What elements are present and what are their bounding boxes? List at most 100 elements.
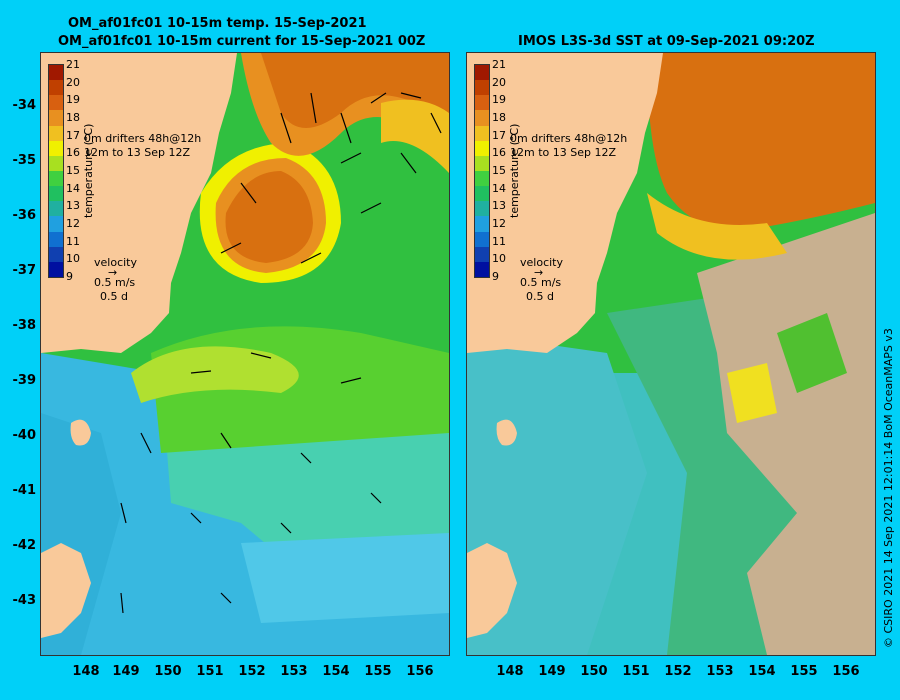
- colorbar-label: 19: [66, 93, 80, 107]
- lon-tick: 150: [580, 664, 608, 679]
- colorbar-segment: [49, 246, 63, 262]
- colorbar-label: 10: [66, 252, 80, 266]
- lon-tick: 156: [832, 664, 860, 679]
- colorbar-segment: [49, 186, 63, 202]
- lon-tick: 152: [664, 664, 692, 679]
- colorbar-label: 20: [492, 75, 506, 89]
- colorbar-label: 14: [492, 181, 506, 195]
- colorbar-segment: [475, 261, 489, 277]
- lat-tick: -36: [12, 208, 37, 223]
- velocity-legend-speed: 0.5 m/s: [94, 276, 136, 289]
- colorbar-label: 12: [66, 217, 80, 230]
- left-title-line2: OM_af01fc01 10-15m current for 15-Sep-20…: [58, 34, 426, 49]
- colorbar-segment: [475, 246, 489, 262]
- credit-text: © CSIRO 2021 14 Sep 2021 12:01:14 BoM Oc…: [882, 328, 895, 648]
- lon-tick: 152: [238, 664, 266, 679]
- lon-tick: 149: [538, 664, 566, 679]
- colorbar-label: 17: [492, 128, 506, 142]
- colorbar-segment: [475, 125, 489, 141]
- colorbar-label: 11: [492, 234, 506, 248]
- lat-tick: -39: [12, 373, 37, 388]
- left-title-line1: OM_af01fc01 10-15m temp. 15-Sep-2021: [68, 16, 367, 31]
- velocity-legend-time: 0.5 d: [100, 290, 128, 303]
- lon-tick: 154: [748, 664, 776, 679]
- drifters-legend-line1: 0m drifters 48h@12h: [84, 132, 202, 145]
- colorbar-segment: [49, 231, 63, 247]
- colorbar-segment: [475, 201, 489, 217]
- colorbar-label: 14: [66, 181, 80, 195]
- colorbar-segment: [475, 155, 489, 171]
- lat-tick: -38: [12, 318, 37, 333]
- colorbar-segment: [475, 95, 489, 111]
- lon-tick: 156: [406, 664, 434, 679]
- velocity-arrow-icon: →: [108, 266, 118, 279]
- colorbar-segment: [49, 95, 63, 111]
- velocity-legend-speed-right: 0.5 m/s: [520, 276, 562, 289]
- colorbar-label: 12: [492, 217, 506, 230]
- lon-tick: 154: [322, 664, 350, 679]
- lon-tick: 149: [112, 664, 140, 679]
- colorbar-label: 11: [66, 234, 80, 248]
- velocity-arrow-icon-right: →: [534, 266, 544, 279]
- colorbar-label: 13: [66, 199, 80, 213]
- colorbar-segment: [475, 231, 489, 247]
- colorbar-label: 17: [66, 128, 80, 142]
- left-temperature-map: [41, 53, 449, 655]
- lat-tick: -41: [12, 483, 37, 498]
- colorbar-label: 18: [66, 111, 80, 124]
- lon-tick: 155: [790, 664, 818, 679]
- velocity-legend-time-right: 0.5 d: [526, 290, 554, 303]
- colorbar-segment: [475, 110, 489, 126]
- lat-tick: -42: [12, 538, 37, 553]
- right-sst-map: [467, 53, 875, 655]
- colorbar-segment: [49, 65, 63, 81]
- velocity-legend-title-right: velocity: [520, 256, 563, 269]
- colorbar-label: 16: [492, 146, 506, 160]
- lat-tick: -35: [12, 153, 37, 168]
- colorbar-segment: [49, 201, 63, 217]
- left-map-panel: [40, 52, 450, 656]
- right-title: IMOS L3S-3d SST at 09-Sep-2021 09:20Z: [518, 34, 815, 49]
- colorbar-segment: [475, 65, 489, 81]
- lon-tick: 150: [154, 664, 182, 679]
- colorbar-label: 16: [66, 146, 80, 160]
- colorbar-label: 10: [492, 252, 506, 266]
- lat-tick: -37: [12, 263, 37, 278]
- lon-tick: 148: [72, 664, 100, 679]
- colorbar-segment: [49, 125, 63, 141]
- lon-tick: 153: [706, 664, 734, 679]
- colorbar-label: 9: [66, 270, 73, 283]
- colorbar-segment: [49, 216, 63, 232]
- colorbar-label: 18: [492, 111, 506, 124]
- colorbar-segment: [49, 110, 63, 126]
- lon-tick: 151: [196, 664, 224, 679]
- colorbar-segment: [49, 140, 63, 156]
- colorbar-label: 21: [492, 58, 506, 71]
- colorbar-right: [474, 64, 490, 278]
- lat-tick: -40: [12, 428, 37, 443]
- drifters-legend-line2-right: 12m to 13 Sep 12Z: [510, 146, 617, 159]
- colorbar-label: 20: [66, 75, 80, 89]
- colorbar-segment: [475, 216, 489, 232]
- lon-tick: 155: [364, 664, 392, 679]
- colorbar-segment: [475, 80, 489, 96]
- colorbar-segment: [49, 170, 63, 187]
- lat-tick: -34: [12, 98, 37, 113]
- colorbar-segment: [49, 261, 63, 277]
- colorbar-label: 15: [492, 164, 506, 177]
- lon-tick: 148: [496, 664, 524, 679]
- right-map-panel: [466, 52, 876, 656]
- lat-tick: -43: [12, 593, 37, 608]
- colorbar-label: 13: [492, 199, 506, 213]
- colorbar-segment: [49, 80, 63, 96]
- colorbar-left: [48, 64, 64, 278]
- colorbar-label: 21: [66, 58, 80, 71]
- colorbar-label: 9: [492, 270, 499, 283]
- drifters-legend-line2: 12m to 13 Sep 12Z: [84, 146, 191, 159]
- drifters-legend-line1-right: 0m drifters 48h@12h: [510, 132, 628, 145]
- colorbar-label: 19: [492, 93, 506, 107]
- lon-tick: 151: [622, 664, 650, 679]
- lon-tick: 153: [280, 664, 308, 679]
- colorbar-segment: [49, 155, 63, 171]
- colorbar-segment: [475, 186, 489, 202]
